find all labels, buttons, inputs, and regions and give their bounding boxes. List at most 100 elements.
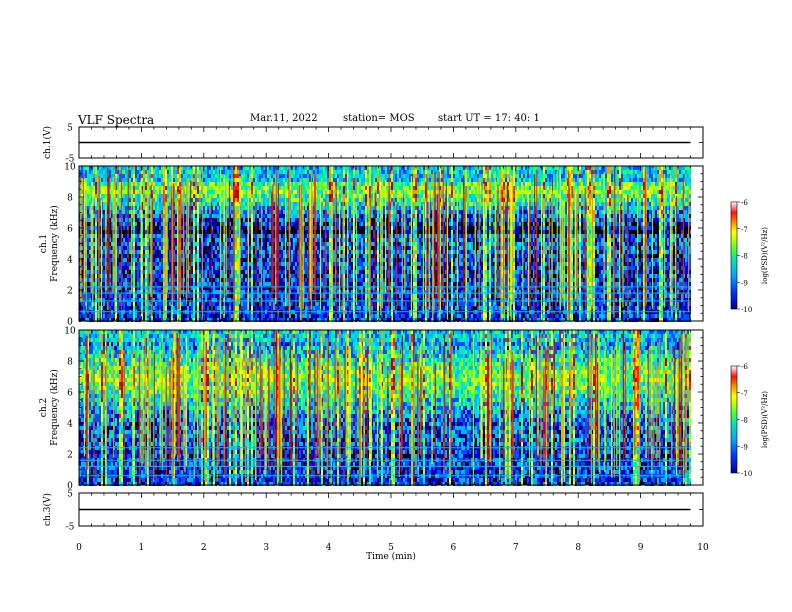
spectrogram-cell (333, 198, 335, 202)
spectrogram-cell (195, 282, 197, 286)
spectrogram-cell (217, 190, 219, 194)
spectrogram-cell (291, 198, 293, 202)
spectrogram-cell (293, 186, 295, 190)
spectrogram-cell (287, 282, 289, 286)
spectrogram-cell (213, 170, 215, 174)
spectrogram-cell (277, 170, 279, 174)
spectrogram-cell (87, 182, 89, 186)
spectrogram-cell (257, 166, 259, 170)
spectrogram-cell (217, 174, 219, 178)
spectrogram-cell (133, 250, 135, 254)
spectrogram-cell (227, 198, 229, 202)
spectrogram-cell (117, 242, 119, 246)
spectrogram-cell (135, 170, 137, 174)
spectrogram-cell (283, 278, 285, 282)
spectrogram-cell (291, 246, 293, 250)
spectrogram-cell (209, 298, 211, 302)
spectrogram-cell (99, 318, 101, 322)
spectrogram-cell (113, 258, 115, 262)
spectrogram-cell (251, 318, 253, 322)
spectrogram-cell (171, 314, 173, 318)
spectrogram-cell (321, 170, 323, 174)
spectrogram-cell (171, 318, 173, 322)
spectrogram-cell (145, 234, 147, 238)
spectrogram-cell (281, 302, 283, 306)
spectrogram-cell (187, 314, 189, 318)
spectrogram-cell (81, 294, 83, 298)
spectrogram-cell (113, 286, 115, 290)
spectrogram-cell (193, 222, 195, 226)
spectrogram-cell (179, 194, 181, 198)
spectrogram-cell (175, 178, 177, 182)
spectrogram-cell (97, 222, 99, 226)
spectrogram-cell (81, 218, 83, 222)
spectrogram-cell (247, 314, 249, 318)
spectrogram-cell (167, 194, 169, 198)
spectrogram-cell (141, 222, 143, 226)
spectrogram-cell (143, 270, 145, 274)
spectrogram-cell (345, 278, 347, 282)
spectrogram-cell (155, 206, 157, 210)
spectrogram-cell (281, 194, 283, 198)
spectrogram-cell (257, 286, 259, 290)
spectrogram-cell (191, 166, 193, 170)
spectrogram-cell (133, 230, 135, 234)
spectrogram-cell (327, 278, 329, 282)
spectrogram-cell (191, 250, 193, 254)
spectrogram-cell (109, 270, 111, 274)
spectrogram-cell (167, 254, 169, 258)
spectrogram-cell (81, 250, 83, 254)
spectrogram-cell (283, 242, 285, 246)
spectrogram-cell (141, 194, 143, 198)
spectrogram-cell (253, 202, 255, 206)
spectrogram-cell (339, 186, 341, 190)
spectrogram-cell (291, 178, 293, 182)
spectrogram-cell (295, 182, 297, 186)
spectrogram-cell (249, 214, 251, 218)
spectrogram-cell (167, 258, 169, 262)
spectrogram-cell (143, 294, 145, 298)
spectrogram-cell (253, 222, 255, 226)
spectrogram-cell (91, 238, 93, 242)
spectrogram-cell (307, 166, 309, 170)
spectrogram-cell (141, 278, 143, 282)
spectrogram-cell (279, 298, 281, 302)
spectrogram-cell (297, 194, 299, 198)
spectrogram-cell (175, 290, 177, 294)
spectrogram-cell (281, 226, 283, 230)
spectrogram-cell (95, 202, 97, 206)
spectrogram-cell (79, 170, 81, 174)
spectrogram-cell (257, 258, 259, 262)
spectrogram-cell (109, 234, 111, 238)
spectrogram-cell (287, 214, 289, 218)
spectrogram-cell (323, 178, 325, 182)
spectrogram-cell (271, 166, 273, 170)
spectrogram-cell (143, 178, 145, 182)
spectrogram-cell (321, 178, 323, 182)
spectrogram-cell (125, 266, 127, 270)
spectrogram-cell (135, 290, 137, 294)
spectrogram-cell (293, 274, 295, 278)
spectrogram-cell (227, 178, 229, 182)
spectrogram-cell (295, 226, 297, 230)
spectrogram-cell (329, 182, 331, 186)
spectrogram-cell (101, 166, 103, 170)
spectrogram-cell (113, 170, 115, 174)
spectrogram-cell (263, 202, 265, 206)
spectrogram-cell (279, 246, 281, 250)
spectrogram-cell (299, 178, 301, 182)
spectrogram-cell (179, 166, 181, 170)
spectrogram-cell (213, 206, 215, 210)
spectrogram-cell (243, 226, 245, 230)
spectrogram-cell (305, 186, 307, 190)
spectrogram-cell (199, 314, 201, 318)
spectrogram-cell (113, 246, 115, 250)
spectrogram-cell (157, 294, 159, 298)
spectrogram-cell (215, 254, 217, 258)
spectrogram-cell (237, 278, 239, 282)
spectrogram-cell (303, 170, 305, 174)
spectrogram-cell (213, 182, 215, 186)
spectrogram-cell (181, 302, 183, 306)
spectrogram-cell (165, 302, 167, 306)
spectrogram-cell (241, 242, 243, 246)
